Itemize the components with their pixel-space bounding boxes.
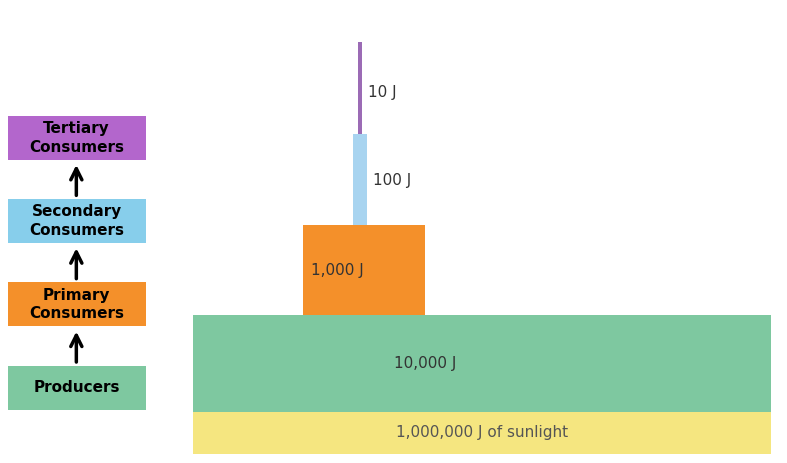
Bar (193, 315, 771, 412)
Text: 1,000 J: 1,000 J (311, 263, 364, 278)
Bar (8, 116, 146, 160)
Bar (358, 42, 362, 134)
Text: 10,000 J: 10,000 J (394, 356, 456, 371)
Text: Primary
Consumers: Primary Consumers (29, 288, 124, 321)
Text: Secondary
Consumers: Secondary Consumers (29, 204, 124, 238)
Text: Producers: Producers (34, 380, 120, 395)
Bar (193, 412, 771, 454)
Bar (303, 225, 425, 315)
Text: 10 J: 10 J (368, 85, 397, 100)
Bar (8, 366, 146, 410)
Text: 100 J: 100 J (373, 173, 412, 188)
Bar (8, 282, 146, 326)
Bar (8, 199, 146, 243)
Bar (353, 134, 367, 225)
Text: Tertiary
Consumers: Tertiary Consumers (29, 121, 124, 155)
Text: 1,000,000 J of sunlight: 1,000,000 J of sunlight (396, 425, 568, 440)
